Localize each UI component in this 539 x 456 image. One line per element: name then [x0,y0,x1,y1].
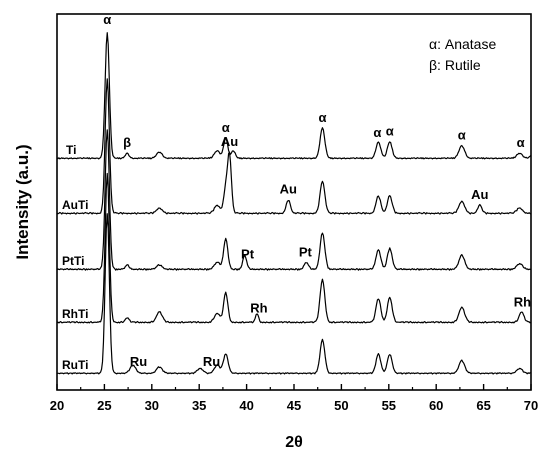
series-line-ti [56,32,532,160]
peak-annotation: β [123,135,131,150]
peak-annotation: Au [280,182,297,197]
x-tick-label: 35 [192,398,206,413]
peak-annotation: Rh [250,300,267,315]
legend-entry-rutile: β: Rutile [429,57,481,73]
x-tick-label: 60 [429,398,443,413]
x-tick-label: 65 [476,398,490,413]
peak-annotation: α [517,135,525,150]
peak-annotation: Pt [299,245,313,260]
peak-annotation: α [222,120,230,135]
series-layer: Ti AuTi PtTi RhTi RuTi [56,32,532,375]
peak-annotation: α [458,127,466,142]
x-tick-label: 55 [382,398,396,413]
peak-annotation: Au [471,187,488,202]
peak-annotation: α [386,124,394,139]
peak-annotation: Ru [203,354,220,369]
peak-annotation: Pt [241,246,255,261]
x-tick-label: 50 [334,398,348,413]
series-label-ti: Ti [66,143,76,157]
x-axis-ticks: 20 25 30 35 40 45 50 55 60 65 70 [50,384,538,413]
peak-annotation: α [318,110,326,125]
series-label-ptti: PtTi [62,254,84,268]
peak-annotation: Rh [514,294,531,309]
series-line-auti [56,78,532,215]
x-tick-label: 20 [50,398,64,413]
series-line-rhti [56,172,532,324]
x-tick-label: 40 [239,398,253,413]
series-line-ruti [56,213,532,375]
series-label-ruti: RuTi [62,358,88,372]
legend: α: Anatase β: Rutile [429,36,496,73]
peak-annotation: Ru [130,354,147,369]
x-tick-label: 70 [524,398,538,413]
y-axis-label: Intensity (a.u.) [13,144,32,259]
series-line-ptti [56,129,532,271]
peak-annotation: Au [221,134,238,149]
x-tick-label: 45 [287,398,301,413]
peak-annotation: α [103,12,111,27]
peak-annotation: α [373,125,381,140]
x-tick-label: 25 [97,398,111,413]
series-label-rhti: RhTi [62,307,88,321]
series-label-auti: AuTi [62,198,88,212]
legend-entry-anatase: α: Anatase [429,36,496,52]
x-tick-label: 30 [145,398,159,413]
x-axis-label: 2θ [285,434,303,451]
